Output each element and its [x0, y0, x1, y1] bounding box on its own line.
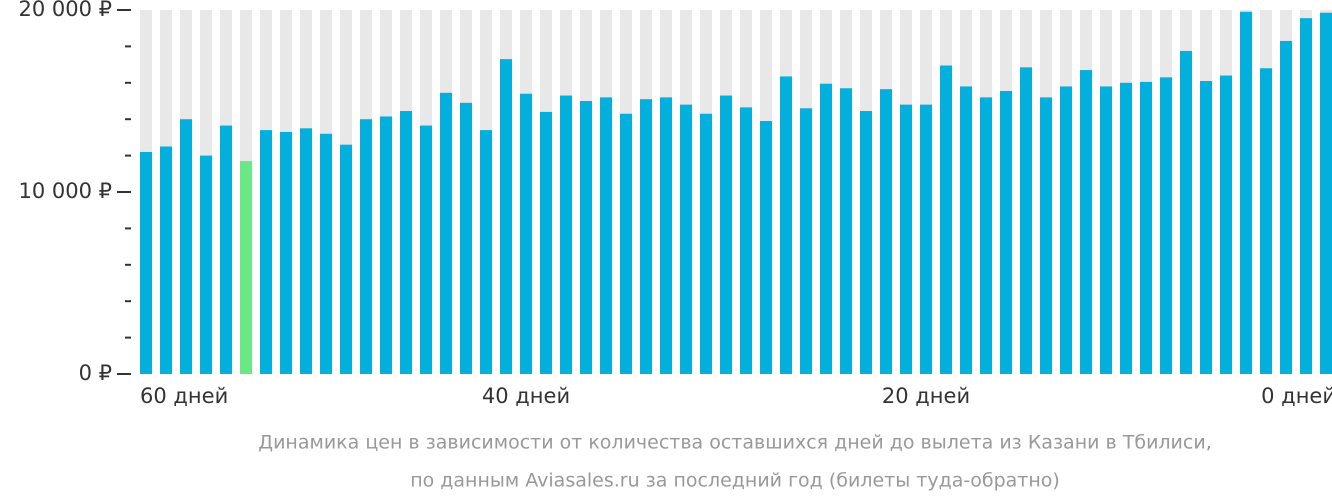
bar	[240, 161, 252, 374]
bar	[500, 59, 512, 374]
bar	[1280, 40, 1292, 374]
bar	[1240, 11, 1252, 374]
bar	[900, 104, 912, 374]
y-tick-label: 20 000 ₽	[18, 0, 112, 21]
bar	[1040, 97, 1052, 375]
bar	[280, 131, 292, 374]
bar	[1060, 86, 1072, 374]
bar	[200, 155, 212, 374]
y-tick-label: 0 ₽	[79, 361, 112, 385]
bar	[320, 133, 332, 374]
bar	[420, 125, 432, 374]
x-tick-label: 20 дней	[882, 384, 970, 408]
bar	[860, 111, 872, 374]
bar	[520, 93, 532, 374]
bar	[1000, 90, 1012, 375]
bar	[780, 76, 792, 375]
x-tick-label: 60 дней	[140, 384, 228, 408]
bar	[680, 104, 692, 374]
bar	[980, 97, 992, 375]
bar	[1220, 75, 1232, 375]
bar	[480, 130, 492, 374]
bar	[840, 88, 852, 374]
bar	[1180, 50, 1192, 374]
bar	[540, 111, 552, 375]
bar	[340, 144, 352, 374]
bar	[920, 104, 932, 374]
bar	[760, 121, 772, 375]
bar	[1160, 77, 1172, 374]
x-tick-label: 0 дней	[1261, 384, 1332, 408]
bar	[1140, 81, 1152, 374]
bar	[800, 108, 812, 374]
x-tick-label: 40 дней	[482, 384, 570, 408]
bar	[160, 146, 172, 374]
bar	[1200, 80, 1212, 374]
bar	[660, 97, 672, 375]
bar	[560, 95, 572, 374]
caption: Динамика цен в зависимости от количества…	[258, 432, 1212, 454]
bar	[400, 111, 412, 374]
bar	[720, 95, 732, 374]
bar	[620, 113, 632, 375]
bar	[820, 83, 832, 375]
bar	[600, 97, 612, 375]
bar	[700, 113, 712, 375]
bar	[260, 130, 272, 374]
bar	[440, 92, 452, 374]
bar	[140, 151, 152, 374]
bar	[960, 86, 972, 374]
bar	[1020, 67, 1032, 374]
bar	[1260, 68, 1272, 375]
caption: по данным Aviasales.ru за последний год …	[410, 470, 1060, 492]
bar	[1100, 86, 1112, 374]
bar	[1300, 18, 1312, 374]
bar	[640, 99, 652, 375]
bar	[880, 89, 892, 375]
bar	[380, 116, 392, 374]
bar	[460, 102, 472, 374]
bar	[360, 119, 372, 374]
bar	[1080, 70, 1092, 374]
y-tick-label: 10 000 ₽	[18, 179, 112, 203]
bar	[1120, 82, 1132, 375]
bar	[1320, 12, 1332, 374]
bar	[940, 65, 952, 374]
bar	[300, 128, 312, 374]
bar	[180, 119, 192, 374]
bar	[220, 125, 232, 374]
bar	[740, 107, 752, 375]
bar	[580, 101, 592, 374]
